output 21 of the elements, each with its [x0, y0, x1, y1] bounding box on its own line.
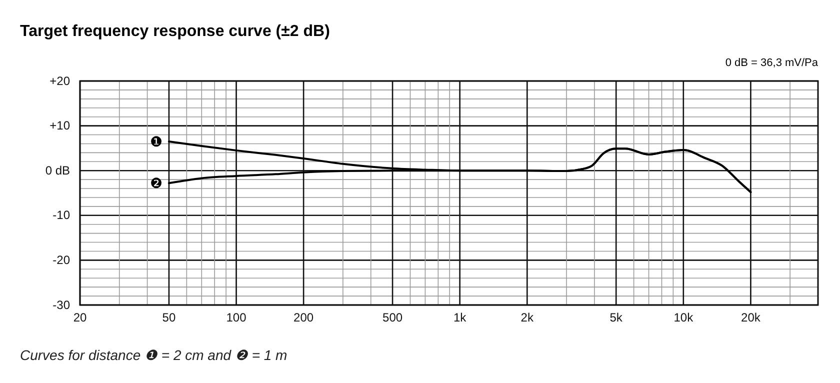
series-label: ❷: [150, 175, 163, 192]
x-tick-label: 1k: [453, 310, 468, 325]
chart-title: Target frequency response curve (±2 dB): [20, 23, 330, 40]
text: 0 dB = 36,3 mV/Pa: [725, 57, 819, 69]
y-tick-label: -30: [52, 298, 70, 312]
y-tick-label: +10: [50, 118, 70, 133]
x-tick-label: 10k: [674, 310, 694, 325]
x-tick-label: 20k: [741, 310, 762, 325]
x-tick-label: 500: [382, 310, 403, 325]
series-label: ❶: [150, 133, 163, 150]
y-tick-label: -20: [52, 253, 70, 268]
x-tick-label: 5k: [610, 310, 624, 325]
x-tick-label: 50: [162, 310, 176, 325]
y-tick-label: +20: [50, 74, 70, 88]
x-tick-label: 2k: [520, 310, 534, 325]
x-tick-label: 200: [294, 310, 314, 325]
x-tick-label: 100: [226, 310, 247, 325]
x-tick-label: 20: [73, 310, 87, 325]
text: Curves for distance ❶ = 2 cm and ❷ = 1 m: [20, 347, 288, 363]
y-tick-label: 0 dB: [45, 163, 70, 178]
y-tick-label: -10: [52, 208, 70, 222]
